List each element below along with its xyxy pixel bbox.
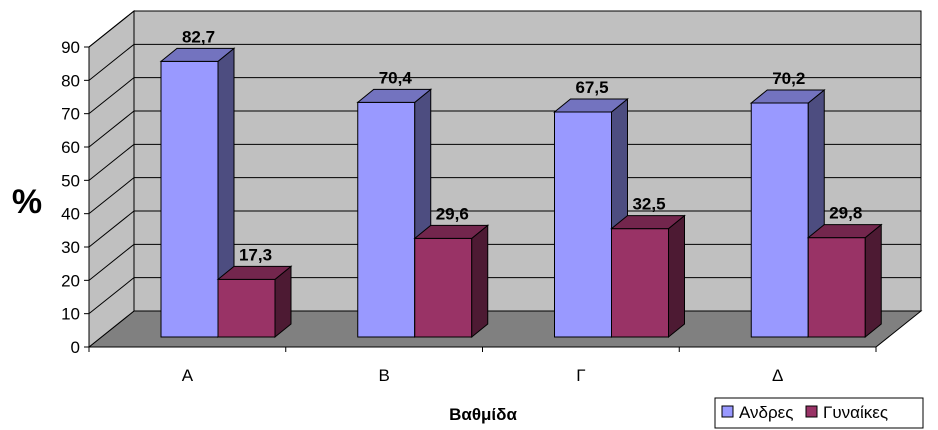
- x-axis-title: Βαθμίδα: [449, 405, 517, 424]
- bar-front: [217, 278, 276, 338]
- gridline: [88, 77, 921, 115]
- bar-top: [610, 215, 686, 230]
- bar-front: [160, 60, 219, 338]
- bar-side: [471, 224, 489, 339]
- bar-front: [750, 102, 809, 338]
- bar-top: [216, 265, 293, 280]
- data-label: 29,6: [436, 204, 469, 223]
- y-axis-title: %: [12, 183, 42, 221]
- data-label: 67,5: [575, 78, 608, 97]
- bar-front: [414, 237, 473, 338]
- y-tick-label: 90: [61, 38, 80, 57]
- bar-side: [864, 223, 882, 339]
- y-tick-label: 30: [61, 238, 80, 257]
- bars: [159, 47, 883, 339]
- legend: Ανδρες Γυναίκες: [714, 397, 924, 429]
- y-tick-label: 0: [71, 338, 80, 357]
- gridline: [88, 210, 921, 248]
- bar: [413, 224, 490, 339]
- bar-side: [668, 214, 685, 339]
- gridline: [88, 143, 921, 181]
- y-tick-label: 60: [61, 138, 80, 157]
- gridline: [88, 10, 921, 48]
- data-label: 29,8: [829, 204, 862, 223]
- legend-swatch-women: [805, 405, 818, 418]
- y-tick-label: 10: [61, 305, 80, 324]
- gridline: [88, 177, 921, 215]
- data-label: 70,4: [379, 68, 413, 87]
- bar: [610, 214, 686, 339]
- bar-top: [356, 88, 433, 103]
- y-tick-label: 70: [61, 105, 80, 124]
- legend-swatch-men: [721, 405, 734, 418]
- x-tick-label: Β: [378, 366, 389, 385]
- x-tick-label: Γ: [576, 366, 585, 385]
- bar: [356, 88, 433, 339]
- gridline: [88, 110, 921, 148]
- y-tick-label: 20: [61, 271, 80, 290]
- legend-label-women: Γυναίκες: [823, 403, 888, 422]
- data-label: 17,3: [239, 245, 272, 264]
- bar-top: [806, 224, 883, 239]
- data-labels: 82,7 17,3 70,4 29,6 67,5 32,5 70,2 29,8: [182, 27, 862, 264]
- y-tick-label: 40: [61, 205, 80, 224]
- gridline: [88, 43, 921, 81]
- axes: 0 10 20 30 40 50 60 70 80 90 Α Β Γ Δ: [61, 38, 877, 385]
- bar-top: [413, 224, 490, 239]
- bar-front: [554, 111, 612, 338]
- bar: [806, 223, 883, 339]
- side-wall: [88, 9, 135, 349]
- x-tick-label: Δ: [772, 366, 783, 385]
- data-label: 70,2: [772, 69, 805, 88]
- data-label: 82,7: [182, 27, 215, 46]
- legend-label-men: Ανδρες: [739, 403, 793, 422]
- data-label: 32,5: [632, 195, 665, 214]
- bar: [159, 47, 236, 339]
- y-tick-label: 50: [61, 171, 80, 190]
- bar-front: [357, 101, 416, 338]
- chart-walls: [87, 9, 923, 349]
- bar-top: [553, 98, 629, 113]
- bar-front: [807, 237, 866, 338]
- legend-box: [714, 397, 924, 429]
- x-tick-label: Α: [182, 366, 194, 385]
- bar-front: [611, 228, 669, 338]
- bar-top: [749, 89, 826, 104]
- bar-top: [159, 47, 236, 62]
- y-tick-label: 80: [61, 71, 80, 90]
- bar: [216, 265, 293, 339]
